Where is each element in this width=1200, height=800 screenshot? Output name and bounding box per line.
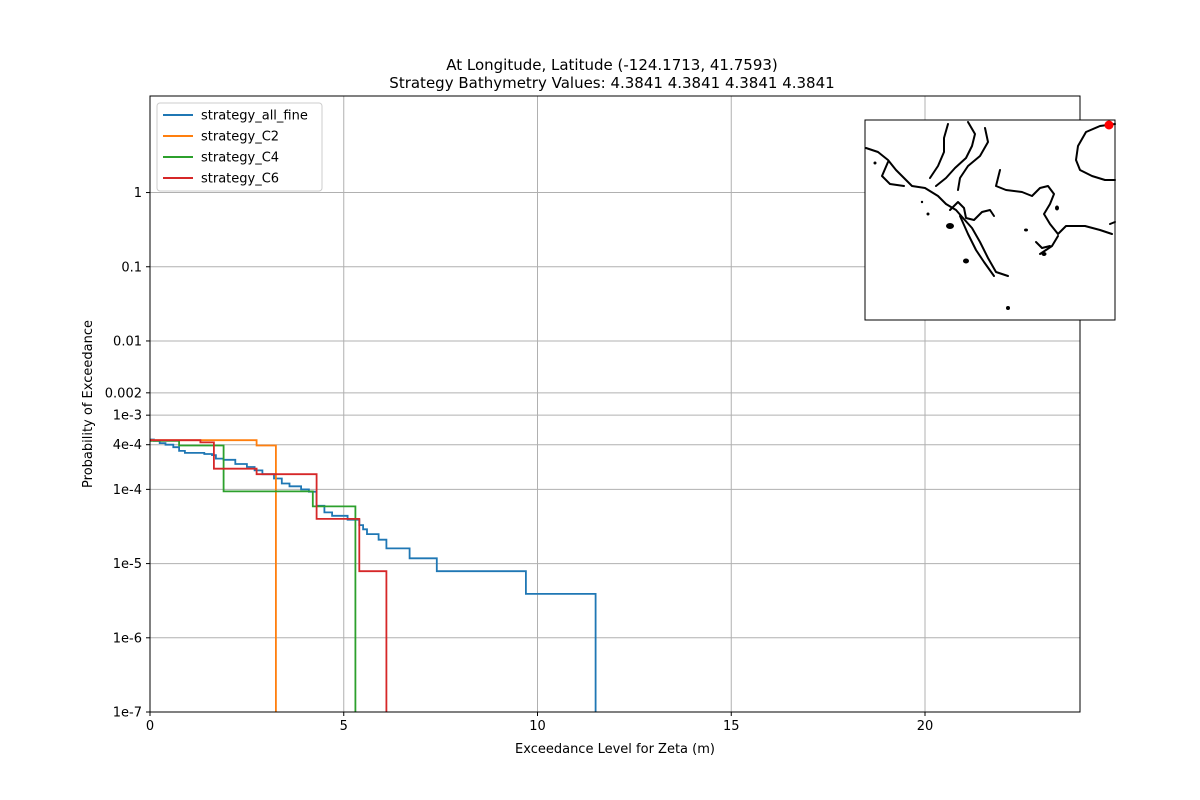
x-tick-label: 0	[146, 719, 154, 734]
series-line-strategy-C2	[150, 439, 277, 712]
y-tick-label: 4e-4	[113, 438, 142, 453]
chart-title-line1: At Longitude, Latitude (-124.1713, 41.75…	[446, 56, 778, 74]
y-axis-label: Probability of Exceedance	[81, 320, 96, 488]
series-lines	[150, 438, 597, 712]
x-axis-label: Exceedance Level for Zeta (m)	[515, 742, 715, 757]
y-tick-label: 1e-6	[113, 631, 142, 646]
coastline	[865, 121, 1116, 277]
y-tick-label: 0.002	[105, 386, 142, 401]
y-tick-label: 1e-7	[113, 706, 142, 721]
y-axis-ticks: 1 0.1 0.01 0.002 1e-3 4e-4 1e-4 1e-5 1e-6 1e-7	[105, 186, 150, 721]
x-tick-label: 15	[723, 719, 740, 734]
legend-entry: strategy_C2	[201, 130, 279, 145]
y-tick-label: 0.01	[113, 334, 142, 349]
chart-title-line2: Strategy Bathymetry Values: 4.3841 4.384…	[389, 74, 834, 92]
y-tick-label: 0.1	[121, 260, 142, 275]
legend-entry: strategy_all_fine	[201, 109, 308, 124]
plot-area-frame	[149, 95, 1081, 713]
legend-entry: strategy_C4	[201, 151, 279, 166]
y-tick-label: 1e-4	[113, 483, 142, 498]
series-line-strategy-C6	[150, 439, 388, 712]
inset-map	[864, 119, 1116, 321]
y-tick-label: 1	[134, 186, 142, 201]
series-line-strategy-all-fine	[150, 438, 597, 712]
x-tick-label: 10	[529, 719, 546, 734]
inset-map-frame	[864, 119, 1116, 321]
x-axis-ticks: 0 5 10 15 20	[146, 712, 933, 734]
series-line-strategy-C4	[150, 440, 357, 712]
islands	[873, 161, 1059, 310]
legend: strategy_all_fine strategy_C2 strategy_C4s…	[156, 102, 323, 192]
x-tick-label: 5	[340, 719, 348, 734]
location-marker	[1104, 120, 1114, 130]
y-tick-label: 1e-3	[113, 409, 142, 424]
legend-box	[156, 102, 323, 192]
y-tick-label: 1e-5	[113, 557, 142, 572]
legend-entry: strategy_C6	[201, 172, 279, 187]
x-tick-label: 20	[917, 719, 934, 734]
